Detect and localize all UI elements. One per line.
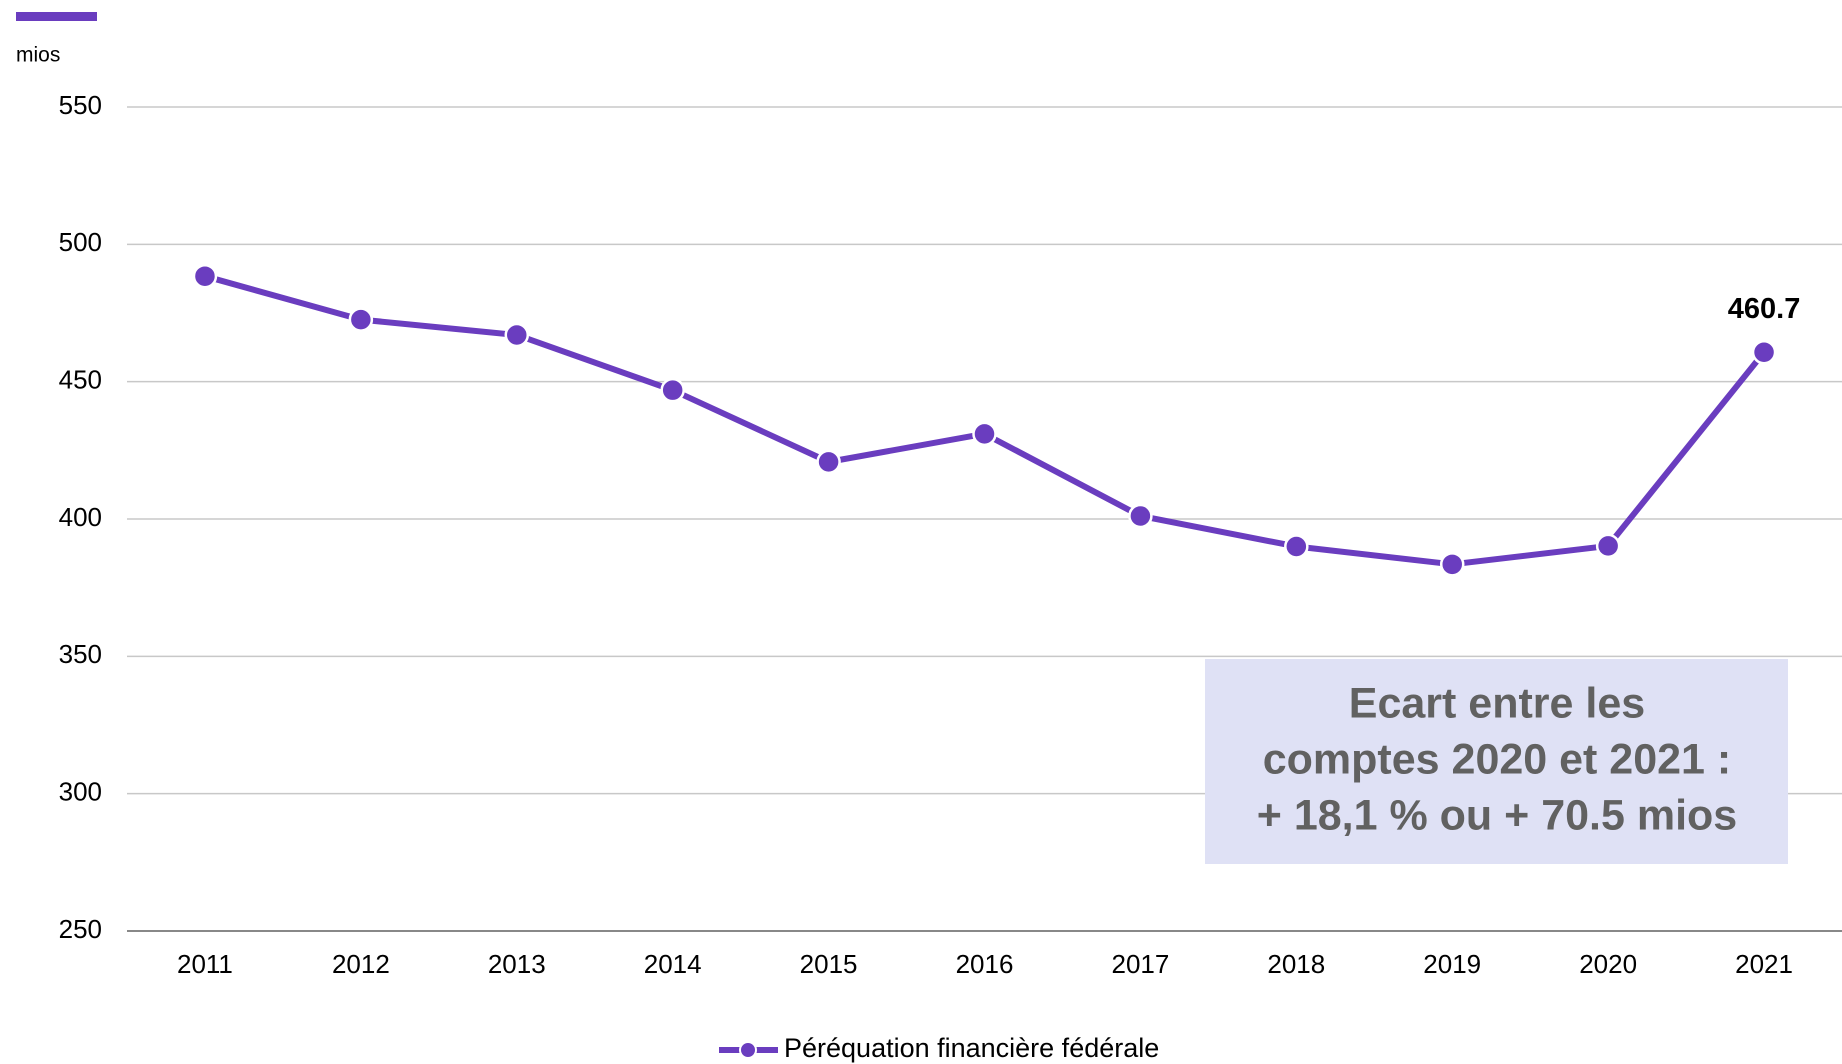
- header-bar: [16, 12, 97, 21]
- line: [204, 273, 1767, 568]
- point: [1284, 534, 1309, 559]
- x-tick-label: 2017: [1111, 949, 1169, 979]
- y-unit: mios: [16, 44, 60, 67]
- y-tick-label: 450: [59, 365, 102, 395]
- legend-marker: [739, 1041, 757, 1059]
- point: [192, 263, 218, 289]
- x-tick-label: 2015: [800, 949, 858, 979]
- point: [1751, 340, 1777, 365]
- x-tick-label: 2014: [644, 949, 702, 979]
- y-tick-label: 250: [59, 914, 102, 944]
- x-tick-label: 2021: [1735, 949, 1793, 979]
- point: [348, 307, 374, 332]
- x-tick-label: 2018: [1267, 949, 1325, 979]
- annotation-text: Ecart entre les: [1349, 679, 1645, 727]
- x-tick-label: 2016: [956, 949, 1014, 979]
- x-tick-label: 2013: [488, 949, 546, 979]
- point: [1595, 533, 1621, 559]
- x-tick-label: 2020: [1579, 949, 1637, 979]
- y-tick-label: 500: [59, 227, 102, 257]
- y-tick-label: 550: [59, 90, 102, 120]
- y-tick-label: 400: [59, 502, 102, 532]
- point: [504, 322, 530, 348]
- legend-label: Péréquation financière fédérale: [784, 1033, 1159, 1063]
- annotation-text: comptes 2020 et 2021 :: [1263, 735, 1732, 783]
- annotation-text: + 18,1 % ou + 70.5 mios: [1257, 791, 1737, 839]
- annotation-box: [1205, 659, 1788, 864]
- data-label: 460.7: [1728, 293, 1801, 325]
- y-tick-label: 350: [59, 639, 102, 669]
- point: [972, 421, 997, 447]
- point: [1128, 503, 1153, 529]
- y-tick-label: 300: [59, 777, 102, 807]
- point: [1439, 552, 1465, 577]
- x-tick-label: 2012: [332, 949, 390, 979]
- point: [816, 449, 841, 475]
- point: [660, 377, 685, 403]
- x-tick-label: 2011: [177, 949, 233, 979]
- x-tick-label: 2019: [1423, 949, 1481, 979]
